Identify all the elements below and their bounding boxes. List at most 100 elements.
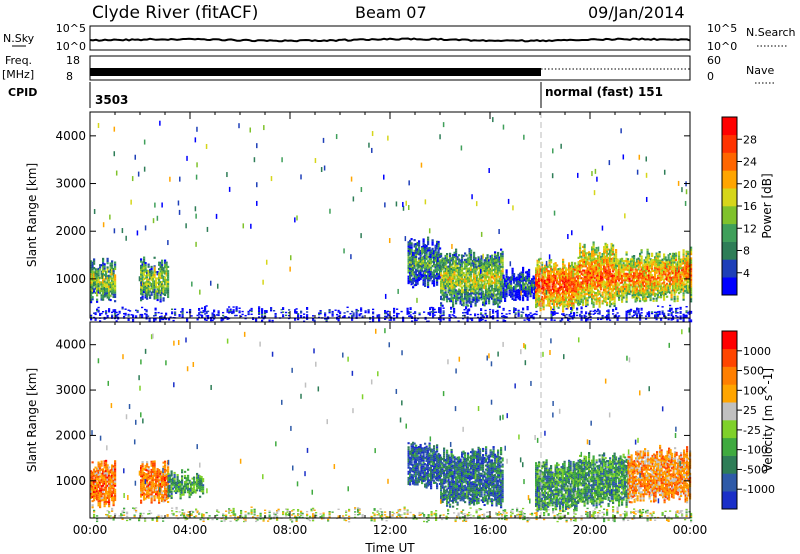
power-echo-cell	[96, 281, 99, 284]
power-echo-cell	[466, 313, 469, 315]
power-echo-cell	[476, 296, 479, 299]
power-echo-cell	[536, 268, 539, 271]
power-echo-cell	[455, 267, 458, 271]
power-echo-cell	[161, 276, 164, 279]
power-echo-cell	[636, 269, 639, 272]
power-echo-cell	[545, 282, 548, 286]
power-echo-cell	[407, 279, 410, 283]
power-echo-cell	[502, 307, 505, 310]
power-echo-cell	[421, 267, 424, 270]
power-echo-cell	[231, 311, 234, 313]
power-echo-cell	[526, 305, 529, 308]
power-echo-cell	[422, 262, 425, 265]
power-echo-cell	[150, 265, 153, 268]
power-echo-cell	[471, 285, 474, 288]
power-echo-cell	[112, 282, 115, 286]
power-sparse-echo	[560, 143, 562, 149]
power-echo-cell	[628, 311, 631, 313]
power-echo-cell	[690, 250, 693, 254]
power-echo-cell	[462, 312, 465, 314]
power-echo-cell	[631, 283, 634, 286]
power-echo-cell	[566, 268, 569, 271]
power-echo-cell	[604, 247, 607, 250]
power-echo-cell	[529, 288, 532, 291]
power-echo-cell	[637, 307, 640, 310]
power-echo-cell	[97, 306, 100, 309]
power-echo-cell	[111, 273, 114, 276]
power-echo-cell	[514, 298, 517, 301]
power-echo-cell	[190, 315, 193, 317]
power-echo-cell	[618, 288, 621, 291]
power-echo-cell	[455, 250, 458, 253]
power-echo-cell	[459, 272, 462, 275]
power-echo-cell	[542, 308, 545, 311]
power-echo-cell	[655, 263, 658, 266]
power-echo-cell	[651, 276, 654, 279]
power-echo-cell	[474, 297, 477, 301]
power-echo-cell	[360, 307, 363, 309]
power-echo-cell	[577, 271, 580, 274]
power-echo-cell	[476, 268, 479, 271]
power-echo-cell	[262, 317, 265, 320]
power-echo-cell	[577, 275, 580, 278]
power-echo-cell	[625, 317, 628, 320]
power-echo-cell	[607, 259, 610, 262]
power-echo-cell	[504, 282, 507, 285]
power-echo-cell	[464, 276, 467, 279]
power-echo-cell	[146, 276, 149, 279]
power-echo-cell	[639, 300, 642, 303]
power-echo-cell	[575, 271, 578, 274]
power-echo-cell	[649, 290, 652, 293]
power-echo-cell	[421, 263, 424, 266]
power-echo-cell	[93, 271, 96, 274]
power-echo-cell	[517, 275, 520, 279]
power-sparse-echo	[387, 135, 389, 141]
power-echo-cell	[666, 291, 669, 294]
power-echo-cell	[461, 271, 464, 274]
power-echo-cell	[532, 275, 535, 278]
power-echo-cell	[583, 254, 586, 257]
power-echo-cell	[639, 252, 642, 255]
power-echo-cell	[566, 296, 569, 299]
power-echo-cell	[630, 271, 633, 274]
power-echo-cell	[572, 278, 575, 281]
power-echo-cell	[658, 289, 661, 292]
power-echo-cell	[648, 284, 651, 288]
power-echo-cell	[483, 272, 486, 275]
power-echo-cell	[682, 283, 685, 286]
power-echo-cell	[480, 276, 483, 279]
power-echo-cell	[628, 288, 631, 291]
power-echo-cell	[409, 256, 412, 260]
power-echo-cell	[655, 254, 658, 257]
power-echo-cell	[155, 281, 158, 284]
power-echo-cell	[640, 262, 643, 265]
power-echo-cell	[569, 288, 572, 291]
power-echo-cell	[525, 294, 528, 298]
power-echo-cell	[604, 249, 607, 252]
power-echo-cell	[637, 291, 640, 295]
power-echo-cell	[410, 242, 413, 245]
power-echo-cell	[636, 316, 639, 318]
power-echo-cell	[447, 289, 450, 292]
power-echo-cell	[480, 283, 483, 286]
power-echo-cell	[660, 270, 663, 273]
power-echo-cell	[108, 298, 111, 301]
power-echo-cell	[631, 270, 634, 273]
power-echo-cell	[544, 269, 547, 272]
power-echo-cell	[297, 314, 300, 316]
power-echo-cell	[443, 294, 446, 297]
power-echo-cell	[465, 282, 468, 285]
power-echo-cell	[625, 312, 628, 314]
power-echo-cell	[440, 287, 443, 290]
power-echo-cell	[453, 307, 456, 310]
power-echo-cell	[452, 253, 455, 257]
power-echo-cell	[580, 289, 583, 293]
power-echo-cell	[436, 270, 439, 273]
power-echo-cell	[585, 280, 588, 283]
power-echo-cell	[550, 316, 553, 319]
power-echo-cell	[642, 296, 645, 299]
power-echo-cell	[661, 258, 664, 261]
power-echo-cell	[488, 278, 491, 281]
power-echo-cell	[458, 288, 461, 291]
power-echo-cell	[459, 263, 462, 266]
